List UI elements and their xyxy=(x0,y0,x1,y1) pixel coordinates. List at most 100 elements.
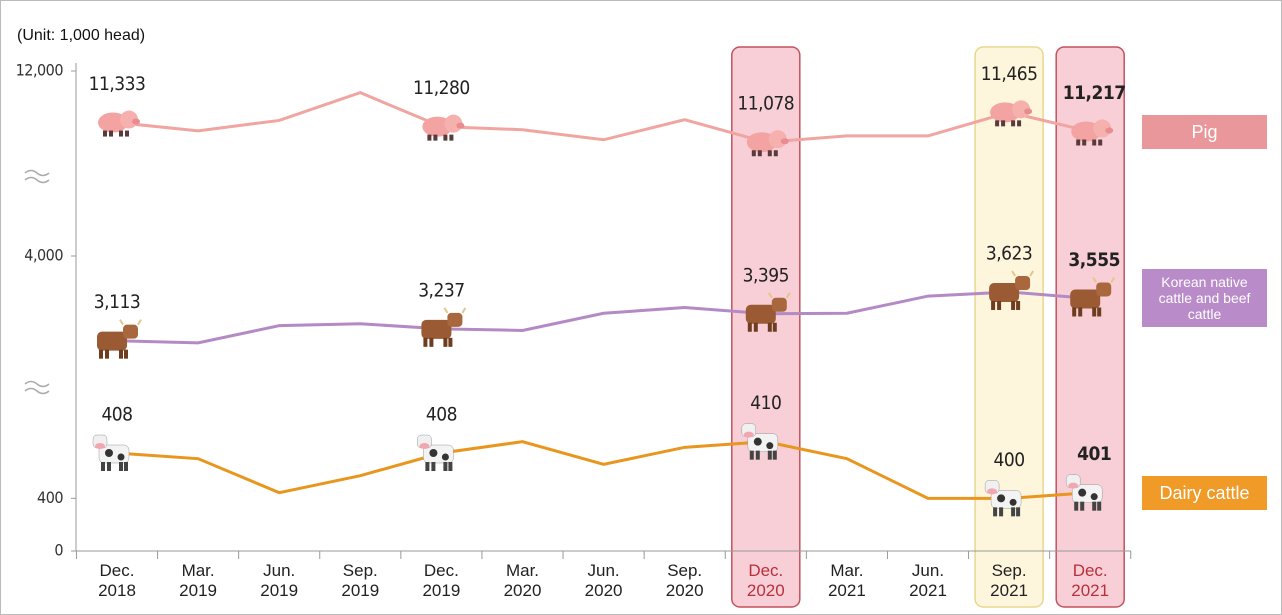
icon-part xyxy=(987,488,998,495)
icon-part xyxy=(448,462,453,471)
icon-part xyxy=(423,337,428,347)
x-tick-label: Mar. 2020 xyxy=(503,561,542,600)
icon-part xyxy=(1078,488,1087,497)
x-tick-label: Jun. 2021 xyxy=(909,561,947,600)
icon-part xyxy=(757,150,762,157)
icon-part xyxy=(995,120,1000,127)
icon-part xyxy=(753,322,758,332)
icon-part xyxy=(117,453,125,461)
icon-part xyxy=(1009,498,1017,506)
icon-part xyxy=(444,114,463,133)
x-tick-label: Mar. 2019 xyxy=(179,561,217,600)
highlight-box xyxy=(731,46,801,608)
x-tick-label: Dec. 2021 xyxy=(1071,561,1110,600)
data-label: 408 xyxy=(101,404,132,426)
icon-part xyxy=(119,319,142,326)
icon xyxy=(422,114,465,141)
icon-part xyxy=(997,300,1002,310)
icon-part xyxy=(1074,501,1079,511)
icon-part xyxy=(1001,120,1006,127)
icon-part xyxy=(103,130,107,137)
icon-part xyxy=(766,442,774,450)
x-tick-label: Jun. 2020 xyxy=(584,561,623,600)
icon-part xyxy=(448,337,453,347)
icon-part xyxy=(753,437,762,446)
data-label: 3,237 xyxy=(418,279,464,301)
axis-break xyxy=(24,387,50,395)
x-tick-label: Dec. 2019 xyxy=(422,561,461,600)
icon-part xyxy=(993,507,998,517)
icon-part xyxy=(1105,127,1114,134)
icon-part xyxy=(119,130,123,137)
data-label: 401 xyxy=(1077,443,1111,465)
icon-part xyxy=(97,331,127,351)
x-tick-label: Dec. 2020 xyxy=(746,561,785,600)
icon-part xyxy=(1024,108,1033,115)
icon-part xyxy=(132,118,140,125)
data-label: 11,280 xyxy=(413,77,470,99)
icon xyxy=(1065,474,1103,511)
icon-part xyxy=(745,304,776,324)
icon-part xyxy=(1076,139,1081,146)
icon-part xyxy=(1016,507,1021,517)
data-label: 410 xyxy=(750,392,781,414)
icon-part xyxy=(107,462,111,471)
highlight-box xyxy=(1055,46,1125,608)
legend-entry: Dairy cattle xyxy=(1142,475,1267,510)
icon xyxy=(98,110,140,137)
icon-part xyxy=(1080,501,1085,511)
icon-part xyxy=(119,349,123,359)
x-tick-label: Sep. 2020 xyxy=(665,561,704,600)
icon xyxy=(1071,119,1114,146)
icon-part xyxy=(989,282,1020,302)
icon-part xyxy=(767,322,772,332)
icon-part xyxy=(427,134,432,141)
icon-part xyxy=(1092,139,1097,146)
icon-part xyxy=(743,431,754,438)
icon-part xyxy=(1011,120,1016,127)
axis-break xyxy=(24,169,50,177)
unit-label: (Unit: 1,000 head) xyxy=(17,27,146,44)
icon-part xyxy=(1093,119,1112,138)
series-line xyxy=(116,440,1091,500)
series-line xyxy=(116,290,1091,345)
icon-part xyxy=(433,134,438,141)
icon-part xyxy=(1012,100,1031,119)
icon-part xyxy=(441,453,449,461)
icon-part xyxy=(780,138,789,145)
data-label: 11,465 xyxy=(981,63,1038,85)
icon-part xyxy=(119,462,123,471)
icon-part xyxy=(125,130,129,137)
data-label: 11,333 xyxy=(89,73,146,95)
icon-part xyxy=(431,462,436,471)
x-tick-label: Jun. 2019 xyxy=(260,561,299,600)
icon-part xyxy=(991,300,996,310)
icon-part xyxy=(1098,139,1103,146)
icon-part xyxy=(429,449,438,457)
y-tick-label: 400 xyxy=(37,488,63,507)
y-tick-label: 12,000 xyxy=(16,61,64,80)
icon xyxy=(421,307,467,347)
x-tick-label: Sep. 2021 xyxy=(990,561,1028,600)
icon xyxy=(1070,276,1116,317)
data-label: 400 xyxy=(994,449,1025,471)
icon-part xyxy=(109,130,113,137)
icon-part xyxy=(767,150,772,157)
icon-part xyxy=(124,349,128,359)
icon-part xyxy=(443,462,448,471)
icon xyxy=(984,480,1022,517)
icon xyxy=(97,319,142,359)
icon xyxy=(746,130,789,157)
icon-part xyxy=(772,322,777,332)
icon-part xyxy=(1070,289,1101,309)
icon-part xyxy=(767,292,791,299)
x-tick-label: Dec. 2018 xyxy=(98,561,136,600)
icon-part xyxy=(1092,307,1097,317)
icon-part xyxy=(997,494,1006,503)
icon-part xyxy=(1092,276,1116,283)
icon-part xyxy=(1015,275,1031,290)
axis-break xyxy=(24,176,50,184)
icon-part xyxy=(123,324,138,339)
icon-part xyxy=(425,462,430,471)
